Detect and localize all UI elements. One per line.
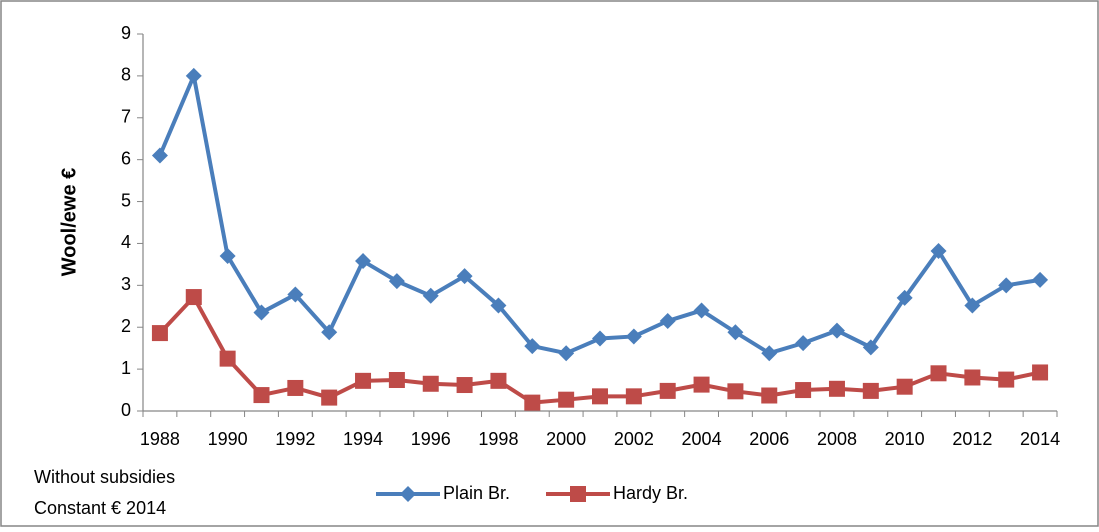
point (964, 297, 981, 314)
x-tick-label: 1988 (140, 429, 180, 449)
legend-label: Hardy Br. (613, 483, 688, 503)
point (185, 289, 202, 306)
point (998, 277, 1015, 294)
point (828, 322, 845, 339)
point (253, 387, 270, 404)
point (355, 253, 372, 270)
point (930, 365, 947, 382)
point (828, 380, 845, 397)
point (558, 345, 575, 362)
point (625, 388, 642, 405)
legend-label: Plain Br. (443, 483, 510, 503)
point (1032, 364, 1049, 381)
y-tick-label: 3 (121, 274, 131, 294)
x-tick-label: 1994 (343, 429, 383, 449)
annotation: Without subsidies (34, 467, 175, 487)
y-tick-label: 1 (121, 358, 131, 378)
point (727, 383, 744, 400)
point (321, 389, 338, 406)
x-tick-label: 2010 (885, 429, 925, 449)
y-tick-label: 9 (121, 23, 131, 43)
y-tick-label: 0 (121, 400, 131, 420)
y-tick-label: 4 (121, 232, 131, 252)
point (151, 325, 168, 342)
y-tick-label: 7 (121, 107, 131, 127)
point (930, 242, 947, 259)
x-tick-label: 2008 (817, 429, 857, 449)
point (659, 312, 676, 329)
x-tick-label: 2014 (1020, 429, 1060, 449)
point (219, 248, 236, 265)
point (185, 67, 202, 84)
point (693, 302, 710, 319)
point (558, 391, 575, 408)
y-axis-label: Wool/ewe € (58, 168, 80, 277)
point (321, 324, 338, 341)
point (524, 338, 541, 355)
point (422, 287, 439, 304)
point (524, 394, 541, 411)
x-tick-label: 2006 (749, 429, 789, 449)
x-tick-label: 1992 (275, 429, 315, 449)
point (422, 375, 439, 392)
x-tick-label: 1996 (411, 429, 451, 449)
point (490, 297, 507, 314)
point (1032, 271, 1049, 288)
x-tick-label: 1990 (208, 429, 248, 449)
annotation: Constant € 2014 (34, 498, 166, 518)
point (896, 289, 913, 306)
legend-marker (570, 486, 586, 502)
point (151, 147, 168, 164)
point (659, 382, 676, 399)
point (287, 379, 304, 396)
legend-marker (400, 486, 416, 502)
point (456, 268, 473, 285)
point (998, 371, 1015, 388)
point (388, 372, 405, 389)
y-tick-label: 2 (121, 316, 131, 336)
point (795, 382, 812, 399)
point (490, 372, 507, 389)
x-tick-label: 2012 (952, 429, 992, 449)
point (355, 372, 372, 389)
point (761, 387, 778, 404)
y-tick-label: 8 (121, 65, 131, 85)
point (896, 378, 913, 395)
x-tick-label: 2002 (614, 429, 654, 449)
y-tick-label: 6 (121, 148, 131, 168)
point (727, 324, 744, 341)
point (625, 328, 642, 345)
point (795, 335, 812, 352)
point (862, 382, 879, 399)
point (456, 377, 473, 394)
point (592, 388, 608, 405)
point (287, 286, 304, 303)
x-tick-label: 2004 (682, 429, 722, 449)
point (964, 369, 981, 386)
point (761, 345, 778, 362)
point (592, 330, 608, 347)
point (388, 273, 405, 290)
point (693, 376, 710, 393)
x-tick-label: 2000 (546, 429, 586, 449)
x-tick-label: 1998 (478, 429, 518, 449)
y-tick-label: 5 (121, 190, 131, 210)
point (862, 339, 879, 356)
point (253, 304, 270, 321)
point (219, 350, 236, 367)
